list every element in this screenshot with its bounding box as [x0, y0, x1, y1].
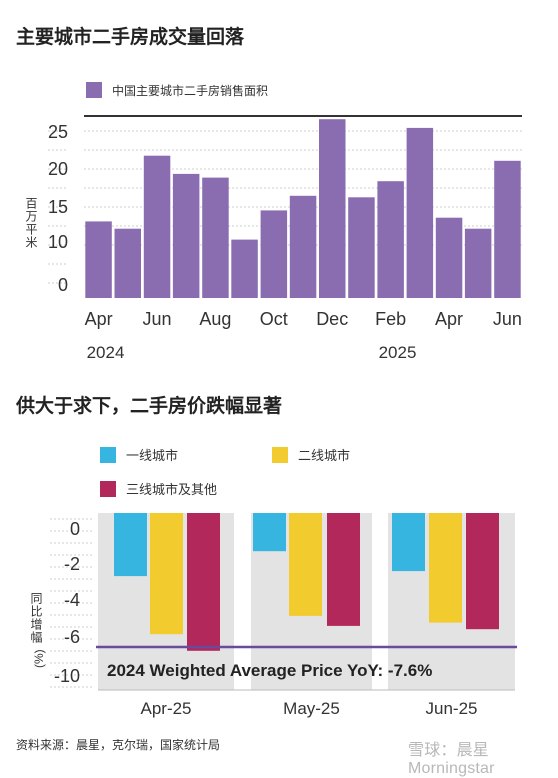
y-tick-label: 20: [48, 159, 68, 179]
x-tick-label: Dec: [316, 309, 348, 329]
legend-label-series-0: 一线城市: [126, 448, 178, 463]
y-tick-label: 0: [58, 275, 68, 295]
x-tick-label: Aug: [199, 309, 231, 329]
y-tick-label: 10: [48, 232, 68, 252]
chart-title-price: 供大于求下，二手房价跌幅显著: [16, 396, 283, 417]
x-tick-label: Apr-25: [140, 699, 191, 718]
bar-6: [260, 210, 288, 298]
bar-11: [406, 127, 434, 299]
legend-swatch-series-1: [272, 447, 288, 463]
bar-8: [319, 119, 346, 298]
y-tick-label: -6: [64, 627, 80, 647]
bar-1: [114, 228, 141, 298]
x-tick-label: May-25: [283, 699, 340, 718]
y-axis-unit: (%): [32, 649, 46, 668]
x-tick-label: Apr: [435, 309, 463, 329]
bar-Apr-25-2: [187, 513, 220, 651]
reference-annotation: 2024 Weighted Average Price YoY: -7.6%: [107, 661, 432, 680]
y-axis-label: 同比增幅: [29, 592, 43, 644]
y-tick-label: -2: [64, 554, 80, 574]
bar-Jun-25-1: [429, 513, 462, 623]
watermark: 雪球：晨星Morningstar: [408, 742, 495, 777]
bar-May-25-1: [289, 513, 322, 616]
x-tick-label: Feb: [375, 309, 406, 329]
bar-12: [435, 217, 463, 298]
x-year-label: 2024: [87, 343, 125, 362]
bar-Apr-25-1: [150, 513, 183, 635]
bar-Jun-25-0: [392, 513, 425, 572]
y-tick-label: 15: [48, 197, 68, 217]
bar-3: [172, 173, 200, 298]
legend-label-series-1: 二线城市: [298, 448, 350, 463]
x-year-label: 2025: [379, 343, 417, 362]
source-footnote: 资料来源：晨星，克尔瑞，国家统计局: [16, 738, 221, 752]
bar-5: [231, 239, 258, 298]
x-tick-label: Jun: [493, 309, 522, 329]
bar-7: [289, 195, 317, 298]
y-tick-label: -10: [54, 666, 80, 686]
x-tick-label: Jun: [142, 309, 171, 329]
y-axis-label: 百万平米: [24, 197, 38, 249]
bar-9: [348, 197, 375, 298]
x-tick-label: Oct: [260, 309, 288, 329]
bar-10: [377, 181, 404, 298]
bar-May-25-2: [327, 513, 360, 626]
bar-Jun-25-2: [466, 513, 499, 630]
y-tick-label: 25: [48, 122, 68, 142]
legend-swatch-series-2: [100, 481, 116, 497]
y-tick-label: 0: [70, 519, 80, 539]
bar-13: [464, 228, 492, 298]
legend-label-series-2: 三线城市及其他: [126, 482, 217, 497]
bar-4: [202, 177, 229, 298]
legend-label-area: 中国主要城市二手房销售面积: [112, 83, 268, 98]
bar-14: [494, 160, 521, 298]
y-tick-label: -4: [64, 590, 80, 610]
bar-May-25-0: [253, 513, 286, 552]
bar-2: [143, 155, 171, 298]
legend-swatch-area: [86, 82, 102, 98]
x-tick-label: Jun-25: [426, 699, 478, 718]
x-tick-label: Apr: [85, 309, 113, 329]
bar-Apr-25-0: [114, 513, 147, 577]
chart-title-volume: 主要城市二手房成交量回落: [16, 27, 245, 48]
legend-swatch-series-0: [100, 447, 116, 463]
bar-0: [85, 221, 112, 298]
